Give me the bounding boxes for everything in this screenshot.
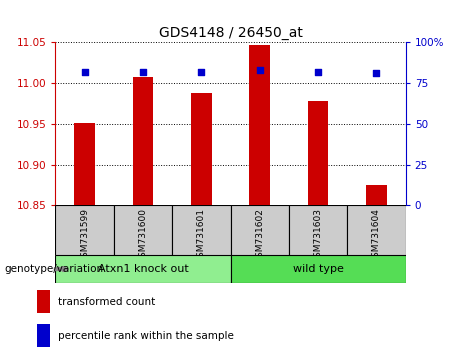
Text: GSM731602: GSM731602	[255, 208, 264, 263]
Bar	[249, 45, 270, 205]
Bar	[37, 324, 50, 347]
Bar	[347, 205, 406, 255]
Bar	[230, 205, 289, 255]
Bar	[230, 255, 406, 283]
Text: Atxn1 knock out: Atxn1 knock out	[98, 264, 188, 274]
Text: GSM731599: GSM731599	[80, 208, 89, 263]
Bar	[74, 123, 95, 205]
Bar	[191, 93, 212, 205]
Text: GSM731600: GSM731600	[138, 208, 148, 263]
Text: wild type: wild type	[293, 264, 343, 274]
Text: genotype/variation: genotype/variation	[5, 264, 104, 274]
Bar	[37, 290, 50, 313]
Point	[373, 70, 380, 76]
Bar	[366, 185, 387, 205]
Bar	[289, 205, 347, 255]
Point	[314, 69, 322, 75]
Point	[81, 69, 88, 75]
Text: GSM731603: GSM731603	[313, 208, 323, 263]
Bar	[172, 205, 230, 255]
Title: GDS4148 / 26450_at: GDS4148 / 26450_at	[159, 26, 302, 40]
Point	[198, 69, 205, 75]
Bar	[55, 205, 114, 255]
Text: percentile rank within the sample: percentile rank within the sample	[58, 331, 234, 341]
Bar	[133, 77, 153, 205]
Bar	[55, 255, 230, 283]
Text: transformed count: transformed count	[58, 297, 155, 307]
Point	[139, 69, 147, 75]
Text: GSM731601: GSM731601	[197, 208, 206, 263]
Text: GSM731604: GSM731604	[372, 208, 381, 263]
Point	[256, 67, 263, 73]
Bar	[114, 205, 172, 255]
Bar	[308, 101, 328, 205]
